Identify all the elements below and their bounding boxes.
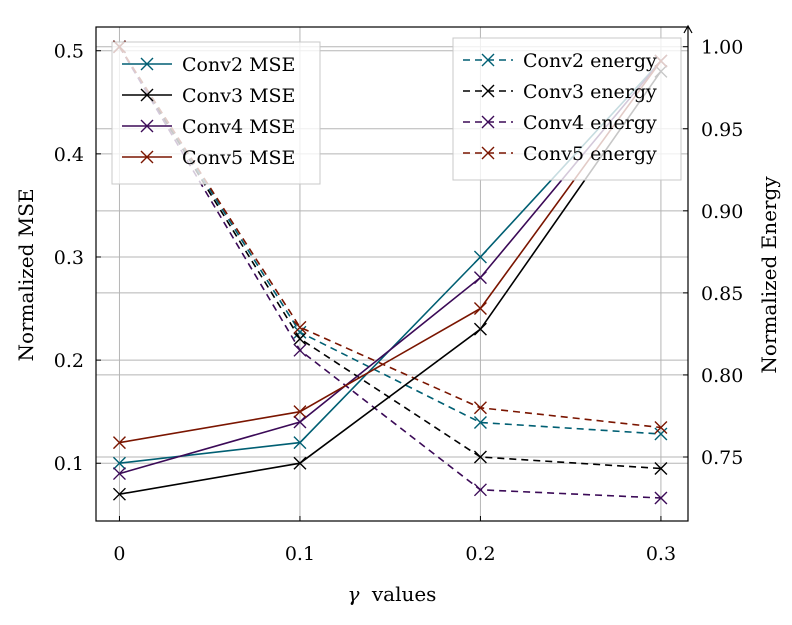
mse-point-1-2 — [473, 322, 487, 336]
x-tick-label-2: 0.2 — [465, 543, 495, 565]
mse-legend-marker-1 — [140, 88, 154, 102]
mse-legend-marker-2 — [140, 119, 154, 133]
energy-point-1-1 — [293, 332, 307, 346]
y-left-tick-label-3: 0.4 — [54, 144, 84, 166]
mse-legend-label-1: Conv3 MSE — [182, 85, 295, 107]
mse-point-1-0 — [112, 487, 126, 501]
y-right-tick-label-0: 0.75 — [701, 447, 743, 469]
energy-point-3-2 — [473, 401, 487, 415]
y-axis-right-label: Normalized Energy — [757, 176, 781, 374]
energy-point-3-1 — [293, 320, 307, 334]
mse-line-3 — [119, 60, 662, 444]
energy-legend-marker-3 — [481, 146, 495, 160]
x-tick-label-1: 0.1 — [285, 543, 315, 565]
energy-legend-label-1: Conv3 energy — [523, 81, 657, 103]
y-left-tick-label-1: 0.2 — [54, 350, 84, 372]
legend-mse: Conv2 MSE Conv3 MSE Conv4 MSE Conv5 MSE — [111, 41, 321, 185]
plot-border — [95, 26, 689, 522]
energy-line-0 — [118, 46, 661, 435]
energy-point-2-3 — [654, 491, 668, 505]
mse-legend-label-3: Conv5 MSE — [182, 147, 295, 169]
y-axis-left-label: Normalized MSE — [14, 188, 38, 361]
mse-legend-marker-3 — [140, 150, 154, 164]
energy-point-2-1 — [293, 343, 307, 357]
energy-point-2-2 — [473, 483, 487, 497]
mse-legend-label-0: Conv2 MSE — [182, 54, 295, 76]
y-right-tick-label-1: 0.80 — [701, 365, 743, 387]
energy-legend-marker-2 — [481, 115, 495, 129]
y-left-tick-label-0: 0.1 — [54, 453, 84, 475]
energy-legend-label-0: Conv2 energy — [523, 50, 657, 72]
x-axis-label-symbol: γ — [348, 582, 360, 606]
energy-point-1-2 — [473, 450, 487, 464]
mse-point-0-0 — [112, 456, 126, 470]
energy-line-1 — [118, 46, 661, 470]
y-right-tick-label-2: 0.85 — [701, 283, 743, 305]
energy-point-1-3 — [654, 461, 668, 475]
mse-legend-box — [111, 41, 321, 185]
energy-legend-marker-0 — [481, 53, 495, 67]
right-axis-arrow — [683, 24, 693, 34]
y-right-tick-label-5: 1.00 — [701, 37, 743, 59]
tick-labels: 0 0.1 0.2 0.3 0.1 0.2 0.3 0.4 0.5 0.75 0.80 0.85 0.9… — [54, 37, 744, 565]
energy-legend-marker-1 — [481, 84, 495, 98]
mse-point-1-1 — [293, 456, 307, 470]
mse-line-1 — [119, 70, 662, 495]
energy-point-3-3 — [654, 420, 668, 434]
mse-legend-marker-0 — [140, 57, 154, 71]
x-axis-label: γ values — [348, 582, 437, 606]
x-axis-label-text: values — [371, 582, 437, 606]
x-tick-label-3: 0.3 — [646, 543, 676, 565]
energy-legend-label-3: Conv5 energy — [523, 143, 657, 165]
energy-point-0-2 — [473, 416, 487, 430]
x-tick-label-0: 0 — [113, 543, 125, 565]
energy-point-0-3 — [654, 427, 668, 441]
plot-frame — [95, 24, 693, 522]
energy-line-3 — [118, 46, 661, 429]
y-right-tick-label-4: 0.95 — [701, 119, 743, 141]
y-right-tick-label-3: 0.90 — [701, 201, 743, 223]
y-left-tick-label-2: 0.3 — [54, 247, 84, 269]
mse-point-0-2 — [473, 250, 487, 264]
mse-series-1 — [112, 64, 668, 501]
energy-legend-label-2: Conv4 energy — [523, 112, 657, 134]
mse-point-3-2 — [473, 302, 487, 316]
mse-point-2-2 — [473, 271, 487, 285]
mse-point-2-1 — [293, 415, 307, 429]
mse-point-3-0 — [112, 436, 126, 450]
mse-point-0-1 — [293, 436, 307, 450]
y-left-tick-label-4: 0.5 — [54, 41, 84, 63]
legend-energy: Conv2 energy Conv3 energy Conv4 energy Conv… — [452, 37, 682, 181]
mse-point-3-1 — [293, 405, 307, 419]
mse-legend-label-2: Conv4 MSE — [182, 116, 295, 138]
mse-point-2-0 — [112, 467, 126, 481]
